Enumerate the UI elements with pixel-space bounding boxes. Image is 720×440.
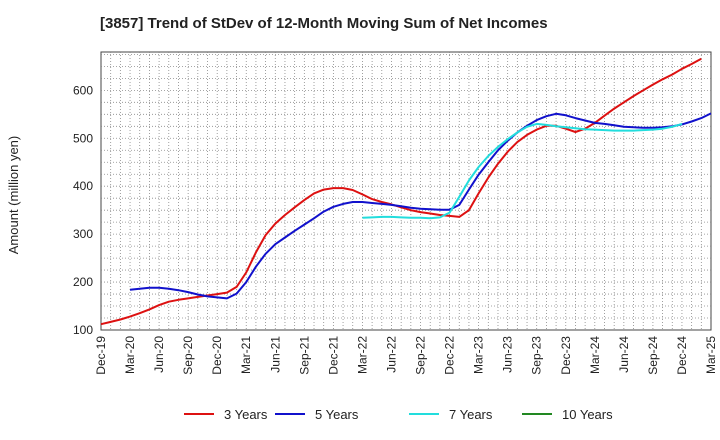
legend-label-10-years: 10 Years xyxy=(562,407,613,422)
x-tick-label: Mar-20 xyxy=(123,336,137,374)
y-tick-label: 600 xyxy=(73,83,93,97)
x-tick-label: Dec-23 xyxy=(559,336,573,375)
x-tick-label: Mar-22 xyxy=(355,336,369,374)
x-tick-label: Mar-21 xyxy=(239,336,253,374)
y-tick-label: 300 xyxy=(73,227,93,241)
x-tick-label: Jun-24 xyxy=(617,336,631,373)
x-tick-label: Sep-20 xyxy=(181,336,195,375)
plot-area xyxy=(100,51,712,331)
x-tick-label: Jun-23 xyxy=(501,336,515,373)
y-tick-label: 500 xyxy=(73,131,93,145)
y-axis-title: Amount (million yen) xyxy=(6,136,21,255)
x-tick-label: Sep-24 xyxy=(646,336,660,375)
legend-label-7-years: 7 Years xyxy=(449,407,493,422)
series-line-7-years xyxy=(362,122,683,220)
x-tick-label: Sep-23 xyxy=(530,336,544,375)
legend-label-3-years: 3 Years xyxy=(224,407,268,422)
x-tick-label: Dec-22 xyxy=(443,336,457,375)
x-tick-label: Sep-21 xyxy=(297,336,311,375)
x-tick-label: Dec-21 xyxy=(326,336,340,375)
x-tick-label: Mar-23 xyxy=(472,336,486,374)
x-tick-label: Jun-22 xyxy=(384,336,398,373)
y-tick-label: 100 xyxy=(73,323,93,337)
x-tick-label: Mar-25 xyxy=(704,336,718,374)
x-tick-label: Dec-19 xyxy=(94,336,108,375)
x-tick-label: Dec-20 xyxy=(210,336,224,375)
x-tick-label: Dec-24 xyxy=(675,336,689,375)
legend-label-5-years: 5 Years xyxy=(315,407,359,422)
x-tick-label: Mar-24 xyxy=(588,336,602,374)
chart-title: [3857] Trend of StDev of 12-Month Moving… xyxy=(100,15,548,32)
series-line-5-years xyxy=(129,112,712,300)
x-tick-label: Sep-22 xyxy=(414,336,428,375)
x-tick-label: Jun-21 xyxy=(268,336,282,373)
y-tick-label: 400 xyxy=(73,179,93,193)
x-tick-label: Jun-20 xyxy=(152,336,166,373)
y-tick-label: 200 xyxy=(73,275,93,289)
